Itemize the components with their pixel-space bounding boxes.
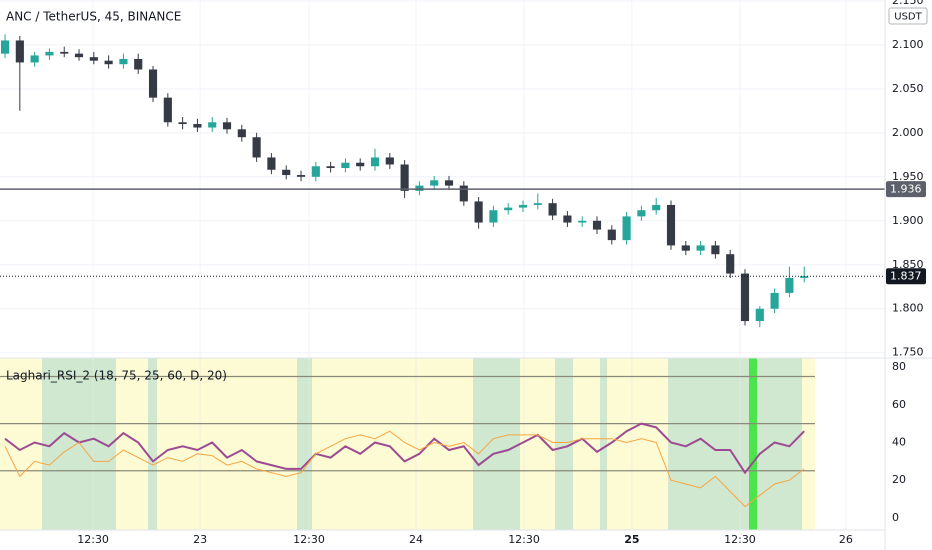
highlight-zone — [599, 358, 608, 530]
candle-body — [578, 220, 587, 223]
candle-body — [45, 51, 54, 56]
candle-body — [504, 207, 513, 211]
candle-body — [74, 53, 84, 58]
highlight-zone — [472, 358, 521, 530]
candle-body — [163, 97, 172, 123]
candle-body — [178, 122, 187, 125]
candle-body — [548, 203, 557, 216]
y-tick-label: 1.950 — [892, 170, 924, 183]
indicator-line — [4, 430, 805, 508]
candle-body — [652, 204, 661, 211]
x-tick-label: 12:30 — [508, 533, 540, 546]
candle-body — [622, 216, 631, 241]
candle-body — [592, 220, 602, 230]
candle-body — [134, 58, 143, 70]
candle-body — [311, 166, 320, 177]
candle-body — [666, 204, 676, 246]
candle-body — [400, 164, 409, 191]
candle-body — [104, 60, 113, 65]
price-label: 1.936 — [890, 183, 922, 196]
candle-body — [740, 273, 750, 322]
candle-body — [30, 55, 39, 63]
x-tick-label: 24 — [409, 533, 423, 546]
signal-zone — [748, 358, 757, 530]
main-layer — [0, 34, 885, 530]
indicator-title: Laghari_RSI_2 (18, 75, 25, 60, D, 20) — [6, 369, 227, 383]
axis-unit: USDT — [894, 12, 922, 23]
candle-body — [0, 40, 10, 54]
candle-body — [267, 157, 276, 170]
indicator-line — [4, 422, 805, 475]
price-label-box — [886, 181, 926, 198]
y-tick-label: 40 — [892, 435, 906, 448]
x-tick-label: 26 — [839, 533, 853, 546]
candle-body — [282, 169, 291, 176]
candle-body — [607, 229, 616, 241]
y-tick-label: 20 — [892, 473, 906, 486]
candle-body — [770, 292, 779, 309]
y-tick-label: 1.900 — [892, 214, 924, 227]
candle-body — [119, 58, 128, 65]
candle-body — [252, 137, 261, 158]
y-tick-label: 80 — [892, 360, 906, 373]
y-tick-label: 1.750 — [892, 346, 924, 359]
y-tick-label: 1.850 — [892, 258, 924, 271]
chart-title: ANC / TetherUS, 45, BINANCE — [6, 10, 181, 24]
candle-body — [474, 201, 483, 223]
candle-body — [696, 245, 705, 251]
candle-body — [148, 69, 158, 98]
candle-body — [237, 129, 246, 138]
candle-body — [89, 57, 98, 61]
candle-body — [341, 162, 350, 169]
y-tick-label: 2.050 — [892, 82, 924, 95]
candle-body — [533, 203, 542, 205]
candle-body — [444, 180, 454, 186]
candle-body — [15, 40, 24, 63]
candle-body — [222, 122, 232, 130]
highlight-zone — [554, 358, 574, 530]
highlight-zone — [147, 358, 158, 530]
candle-body — [385, 157, 394, 165]
x-tick-label: 25 — [624, 533, 639, 546]
y-tick-label: 2.150 — [892, 0, 924, 7]
candle-body — [681, 245, 690, 251]
candle-body — [800, 276, 809, 278]
candle-body — [711, 245, 720, 255]
x-tick-label: 12:30 — [77, 533, 109, 546]
candle-body — [356, 162, 365, 167]
candle-body — [296, 175, 306, 177]
candle-body — [193, 124, 202, 128]
candle-body — [755, 308, 764, 322]
x-tick-label: 12:30 — [293, 533, 325, 546]
candle-body — [518, 204, 528, 208]
price-label-box — [886, 268, 926, 285]
x-tick-label: 23 — [193, 533, 207, 546]
x-tick-label: 12:30 — [724, 533, 756, 546]
candle-body — [637, 210, 646, 217]
candle-body — [726, 254, 735, 274]
candle-body — [370, 157, 380, 167]
candle-body — [415, 185, 424, 191]
y-tick-label: 60 — [892, 398, 906, 411]
candle-body — [60, 51, 69, 54]
candle-body — [459, 185, 468, 202]
unit-box[interactable] — [888, 7, 928, 25]
highlight-zone — [297, 358, 312, 530]
price-label: 1.837 — [890, 270, 922, 283]
candle-body — [208, 122, 217, 128]
y-tick-label: 0 — [892, 511, 899, 524]
candle-body — [785, 277, 794, 293]
y-tick-label: 1.800 — [892, 302, 924, 315]
y-tick-label: 2.000 — [892, 126, 924, 139]
front-layer: 1.750 1.800 1.850 1.900 1.950 2.000 2.050 2.100… — [77, 0, 926, 546]
candle-body — [563, 215, 572, 223]
y-tick-label: 2.100 — [892, 38, 924, 51]
candle-body — [489, 210, 498, 223]
candle-body — [326, 166, 335, 169]
candle-body — [430, 180, 439, 186]
